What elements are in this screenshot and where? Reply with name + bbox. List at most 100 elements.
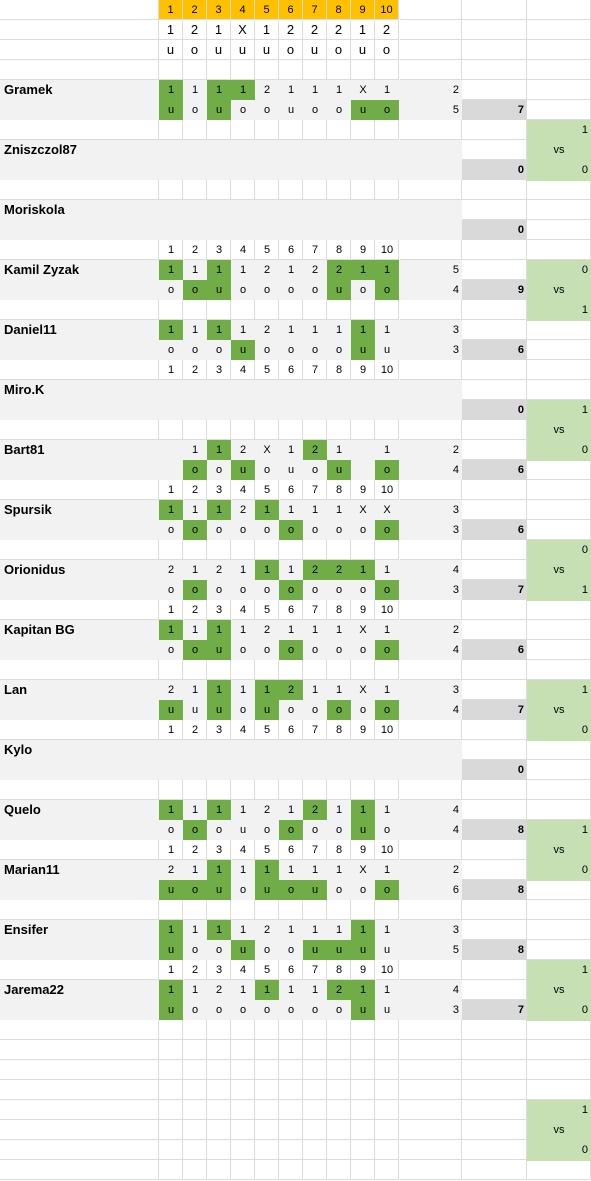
grid-cell[interactable] — [303, 1060, 327, 1080]
grid-cell[interactable] — [527, 40, 591, 60]
grid-cell[interactable] — [303, 1080, 327, 1100]
grid-cell[interactable] — [0, 1080, 159, 1100]
grid-cell[interactable] — [207, 1100, 231, 1120]
grid-cell[interactable] — [159, 240, 183, 260]
grid-cell[interactable] — [303, 840, 327, 860]
grid-cell[interactable] — [207, 420, 231, 440]
grid-cell[interactable] — [0, 720, 159, 740]
grid-cell[interactable] — [462, 1140, 527, 1160]
grid-cell[interactable] — [159, 1140, 183, 1160]
grid-cell[interactable] — [327, 1060, 351, 1080]
grid-cell[interactable] — [207, 1140, 231, 1160]
grid-cell[interactable] — [255, 240, 279, 260]
grid-cell[interactable] — [462, 600, 527, 620]
grid-cell[interactable] — [303, 720, 327, 740]
grid-cell[interactable] — [527, 880, 591, 900]
grid-cell[interactable] — [255, 300, 279, 320]
grid-cell[interactable] — [183, 1120, 207, 1140]
grid-cell[interactable] — [183, 900, 207, 920]
grid-cell[interactable] — [303, 240, 327, 260]
grid-cell[interactable] — [327, 1040, 351, 1060]
grid-cell[interactable] — [303, 1140, 327, 1160]
grid-cell[interactable] — [255, 1060, 279, 1080]
grid-cell[interactable] — [231, 900, 255, 920]
grid-cell[interactable] — [375, 180, 399, 200]
grid-cell[interactable] — [279, 1060, 303, 1080]
grid-cell[interactable] — [231, 1120, 255, 1140]
grid-cell[interactable] — [327, 480, 351, 500]
grid-cell[interactable] — [400, 660, 462, 680]
grid-cell[interactable] — [231, 1060, 255, 1080]
grid-cell[interactable] — [159, 840, 183, 860]
grid-cell[interactable] — [231, 1100, 255, 1120]
grid-cell[interactable] — [303, 1040, 327, 1060]
grid-cell[interactable] — [303, 180, 327, 200]
grid-cell[interactable] — [231, 300, 255, 320]
grid-cell[interactable] — [303, 960, 327, 980]
grid-cell[interactable] — [207, 1080, 231, 1100]
grid-cell[interactable] — [400, 1160, 462, 1180]
grid-cell[interactable] — [279, 660, 303, 680]
grid-cell[interactable] — [327, 60, 351, 80]
grid-cell[interactable] — [279, 300, 303, 320]
grid-cell[interactable] — [527, 940, 591, 960]
grid-cell[interactable] — [462, 300, 527, 320]
grid-cell[interactable] — [183, 180, 207, 200]
grid-cell[interactable] — [375, 1020, 399, 1040]
grid-cell[interactable] — [303, 360, 327, 380]
grid-cell[interactable] — [279, 60, 303, 80]
grid-cell[interactable] — [527, 240, 591, 260]
grid-cell[interactable] — [375, 1120, 399, 1140]
grid-cell[interactable] — [527, 920, 591, 940]
grid-cell[interactable] — [303, 120, 327, 140]
grid-cell[interactable] — [279, 900, 303, 920]
grid-cell[interactable] — [462, 900, 527, 920]
grid-cell[interactable] — [303, 660, 327, 680]
grid-cell[interactable] — [527, 1040, 591, 1060]
grid-cell[interactable] — [183, 540, 207, 560]
grid-cell[interactable] — [207, 600, 231, 620]
grid-cell[interactable] — [255, 60, 279, 80]
grid-cell[interactable] — [527, 660, 591, 680]
grid-cell[interactable] — [255, 180, 279, 200]
grid-cell[interactable] — [255, 1080, 279, 1100]
grid-cell[interactable] — [462, 1040, 527, 1060]
grid-cell[interactable] — [527, 620, 591, 640]
grid-cell[interactable] — [400, 0, 462, 20]
grid-cell[interactable] — [462, 440, 527, 460]
grid-cell[interactable] — [351, 900, 375, 920]
grid-cell[interactable] — [527, 60, 591, 80]
grid-cell[interactable] — [159, 1080, 183, 1100]
grid-cell[interactable] — [183, 60, 207, 80]
grid-cell[interactable] — [303, 540, 327, 560]
grid-cell[interactable] — [327, 780, 351, 800]
grid-cell[interactable] — [207, 120, 231, 140]
grid-cell[interactable] — [400, 300, 462, 320]
grid-cell[interactable] — [231, 780, 255, 800]
grid-cell[interactable] — [527, 1020, 591, 1040]
grid-cell[interactable] — [400, 1140, 462, 1160]
grid-cell[interactable] — [400, 180, 462, 200]
grid-cell[interactable] — [462, 560, 527, 580]
grid-cell[interactable] — [375, 1160, 399, 1180]
grid-cell[interactable] — [231, 180, 255, 200]
grid-cell[interactable] — [400, 1040, 462, 1060]
grid-cell[interactable] — [351, 720, 375, 740]
grid-cell[interactable] — [183, 120, 207, 140]
grid-cell[interactable] — [351, 480, 375, 500]
grid-cell[interactable] — [375, 720, 399, 740]
grid-cell[interactable] — [0, 1140, 159, 1160]
grid-cell[interactable] — [400, 240, 462, 260]
grid-cell[interactable] — [527, 200, 591, 220]
grid-cell[interactable] — [400, 720, 462, 740]
grid-cell[interactable] — [351, 1060, 375, 1080]
grid-cell[interactable] — [159, 600, 183, 620]
grid-cell[interactable] — [303, 300, 327, 320]
grid-cell[interactable] — [0, 120, 159, 140]
grid-cell[interactable] — [327, 1120, 351, 1140]
grid-cell[interactable] — [279, 480, 303, 500]
grid-cell[interactable] — [183, 240, 207, 260]
grid-cell[interactable] — [462, 380, 527, 400]
grid-cell[interactable] — [400, 1060, 462, 1080]
grid-cell[interactable] — [351, 1120, 375, 1140]
